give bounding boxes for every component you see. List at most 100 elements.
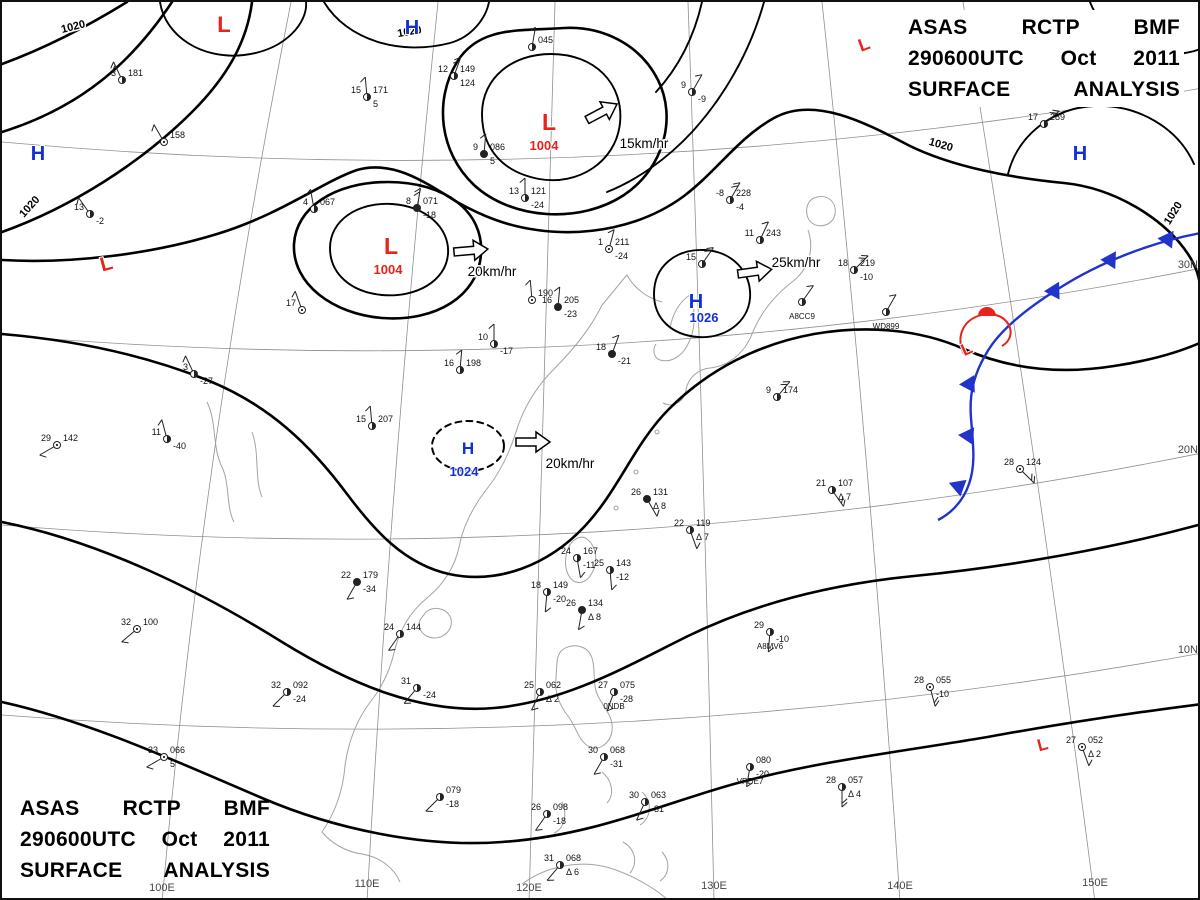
station-pressure: 205	[564, 295, 579, 305]
station-plot: 22 119 Δ 7	[674, 518, 710, 550]
station-plot: 4 067	[303, 188, 335, 213]
longitude-label: 140E	[887, 880, 913, 892]
cloud-cover-fill	[162, 140, 166, 144]
cloud-cover-fill	[417, 684, 421, 692]
wind-barb-tick	[696, 542, 701, 550]
cloud-cover-fill	[760, 236, 764, 244]
wind-barb-tick	[593, 772, 601, 775]
station-temperature: 24	[561, 546, 571, 556]
wind-barb	[185, 355, 193, 372]
isobar-lower-sweep	[2, 520, 1198, 711]
cloud-cover-fill	[832, 486, 836, 494]
pressure-center-value: 1004	[530, 138, 560, 153]
station-temperature: 11	[152, 427, 161, 437]
station-pressure: 219	[860, 258, 875, 268]
station-plot: 15 171 5	[351, 76, 388, 109]
station-plot: 3 181	[110, 61, 143, 84]
cloud-cover-fill	[842, 783, 846, 791]
movement-arrow-layer: 15km/hr 20km/hr 25km/hr 20km/hr	[452, 100, 822, 473]
cloud-cover-fill	[1080, 745, 1084, 749]
cloud-cover-fill	[643, 495, 651, 503]
station-plot: 9 -9	[681, 74, 706, 104]
pressure-center-symbol: H	[31, 143, 45, 165]
wind-barb	[535, 816, 546, 831]
station-pressure: 071	[423, 196, 438, 206]
station-temperature: 28	[914, 675, 924, 685]
latitude-label: 10N	[1178, 644, 1198, 656]
cloud-cover-fill	[90, 210, 94, 218]
station-plot: 28 057 Δ 4	[826, 775, 863, 808]
station-pressure: 075	[620, 680, 635, 690]
station-plot: 17 289	[1028, 109, 1065, 128]
cloud-cover-fill	[578, 606, 586, 614]
station-extra-value: Δ 2	[546, 694, 559, 704]
station-plot: 15	[686, 247, 714, 268]
pressure-center-value: 1024	[450, 464, 480, 479]
station-extra-value: -24	[423, 690, 436, 700]
station-plot: 32 092 -24	[271, 680, 308, 708]
station-temperature: 1	[598, 237, 603, 247]
isobar-value-label: 1020	[1162, 200, 1185, 227]
wind-barb-tick	[767, 647, 775, 653]
pressure-center-symbol: H	[405, 17, 419, 39]
isobar-bottom-sweep	[2, 700, 1198, 845]
station-plot: 10 -17	[478, 323, 513, 356]
station-plot: 16 205 -23	[542, 286, 579, 319]
station-plot: 30 063 -31	[629, 790, 666, 821]
wind-barb-tick	[529, 26, 536, 32]
station-pressure: 055	[936, 675, 951, 685]
station-extra-value: -20	[553, 594, 566, 604]
pressure-center-l: L	[1034, 733, 1051, 756]
station-plot: 1 211 -24	[598, 229, 629, 261]
wind-barb-tick	[111, 64, 116, 72]
station-temperature: 3	[183, 362, 188, 372]
wind-barb-tick	[578, 625, 585, 631]
longitude-label: 130E	[701, 880, 727, 892]
station-temperature: 31	[401, 676, 411, 686]
station-extra-value: -24	[531, 200, 544, 210]
wind-barb	[403, 690, 416, 704]
cloud-cover-fill	[928, 685, 932, 689]
station-extra-value: Δ 2	[1088, 749, 1101, 759]
pressure-center-symbol: H	[689, 291, 703, 313]
station-pressure: 124	[1026, 457, 1041, 467]
cloud-cover-fill	[372, 422, 376, 430]
longitude-label: 110E	[355, 878, 380, 890]
wind-barb-tick	[414, 187, 421, 193]
wind-barb-tick	[889, 294, 897, 297]
wind-barb	[1082, 750, 1090, 766]
station-temperature: 15	[351, 85, 361, 95]
wind-barb-tick	[607, 229, 615, 234]
wind-barb	[483, 134, 487, 151]
isobar-top-middle-1	[606, 2, 765, 193]
station-temperature: 30	[588, 745, 598, 755]
cloud-cover-fill	[547, 810, 551, 818]
station-temperature: 27	[598, 680, 608, 690]
river-line	[251, 431, 263, 498]
cloud-cover-fill	[560, 861, 564, 869]
wind-barb-tick	[934, 700, 940, 707]
wind-barb	[593, 759, 603, 775]
wind-barb	[369, 406, 373, 423]
station-plot: 12 149 124	[438, 56, 475, 88]
station-pressure: 063	[651, 790, 666, 800]
station-extra-value: -28	[620, 694, 633, 704]
pressure-center-value: 1004	[374, 262, 404, 277]
cloud-cover-fill	[440, 793, 444, 801]
movement-arrow-icon	[515, 430, 552, 454]
wind-barb	[703, 247, 714, 262]
station-extra-value: -4	[736, 202, 744, 212]
station-extra-value: Δ 8	[653, 501, 666, 511]
station-pressure: 100	[143, 617, 158, 627]
front-layer	[937, 230, 1198, 522]
cloud-cover-fill	[690, 526, 694, 534]
wind-barb-tick	[525, 279, 531, 286]
wind-barb	[767, 635, 771, 652]
analysis-type: SURFACE ANALYSIS	[908, 78, 1180, 101]
wind-barb-tick	[157, 419, 163, 426]
station-pressure: 092	[293, 680, 308, 690]
title-block-top-right: ASAS RCTP BMF 290600UTC Oct 2011 SURFACE…	[904, 10, 1184, 107]
wind-barb	[609, 573, 613, 590]
cloud-cover-fill	[554, 303, 562, 311]
isobar-value-label: 1020	[396, 24, 422, 40]
